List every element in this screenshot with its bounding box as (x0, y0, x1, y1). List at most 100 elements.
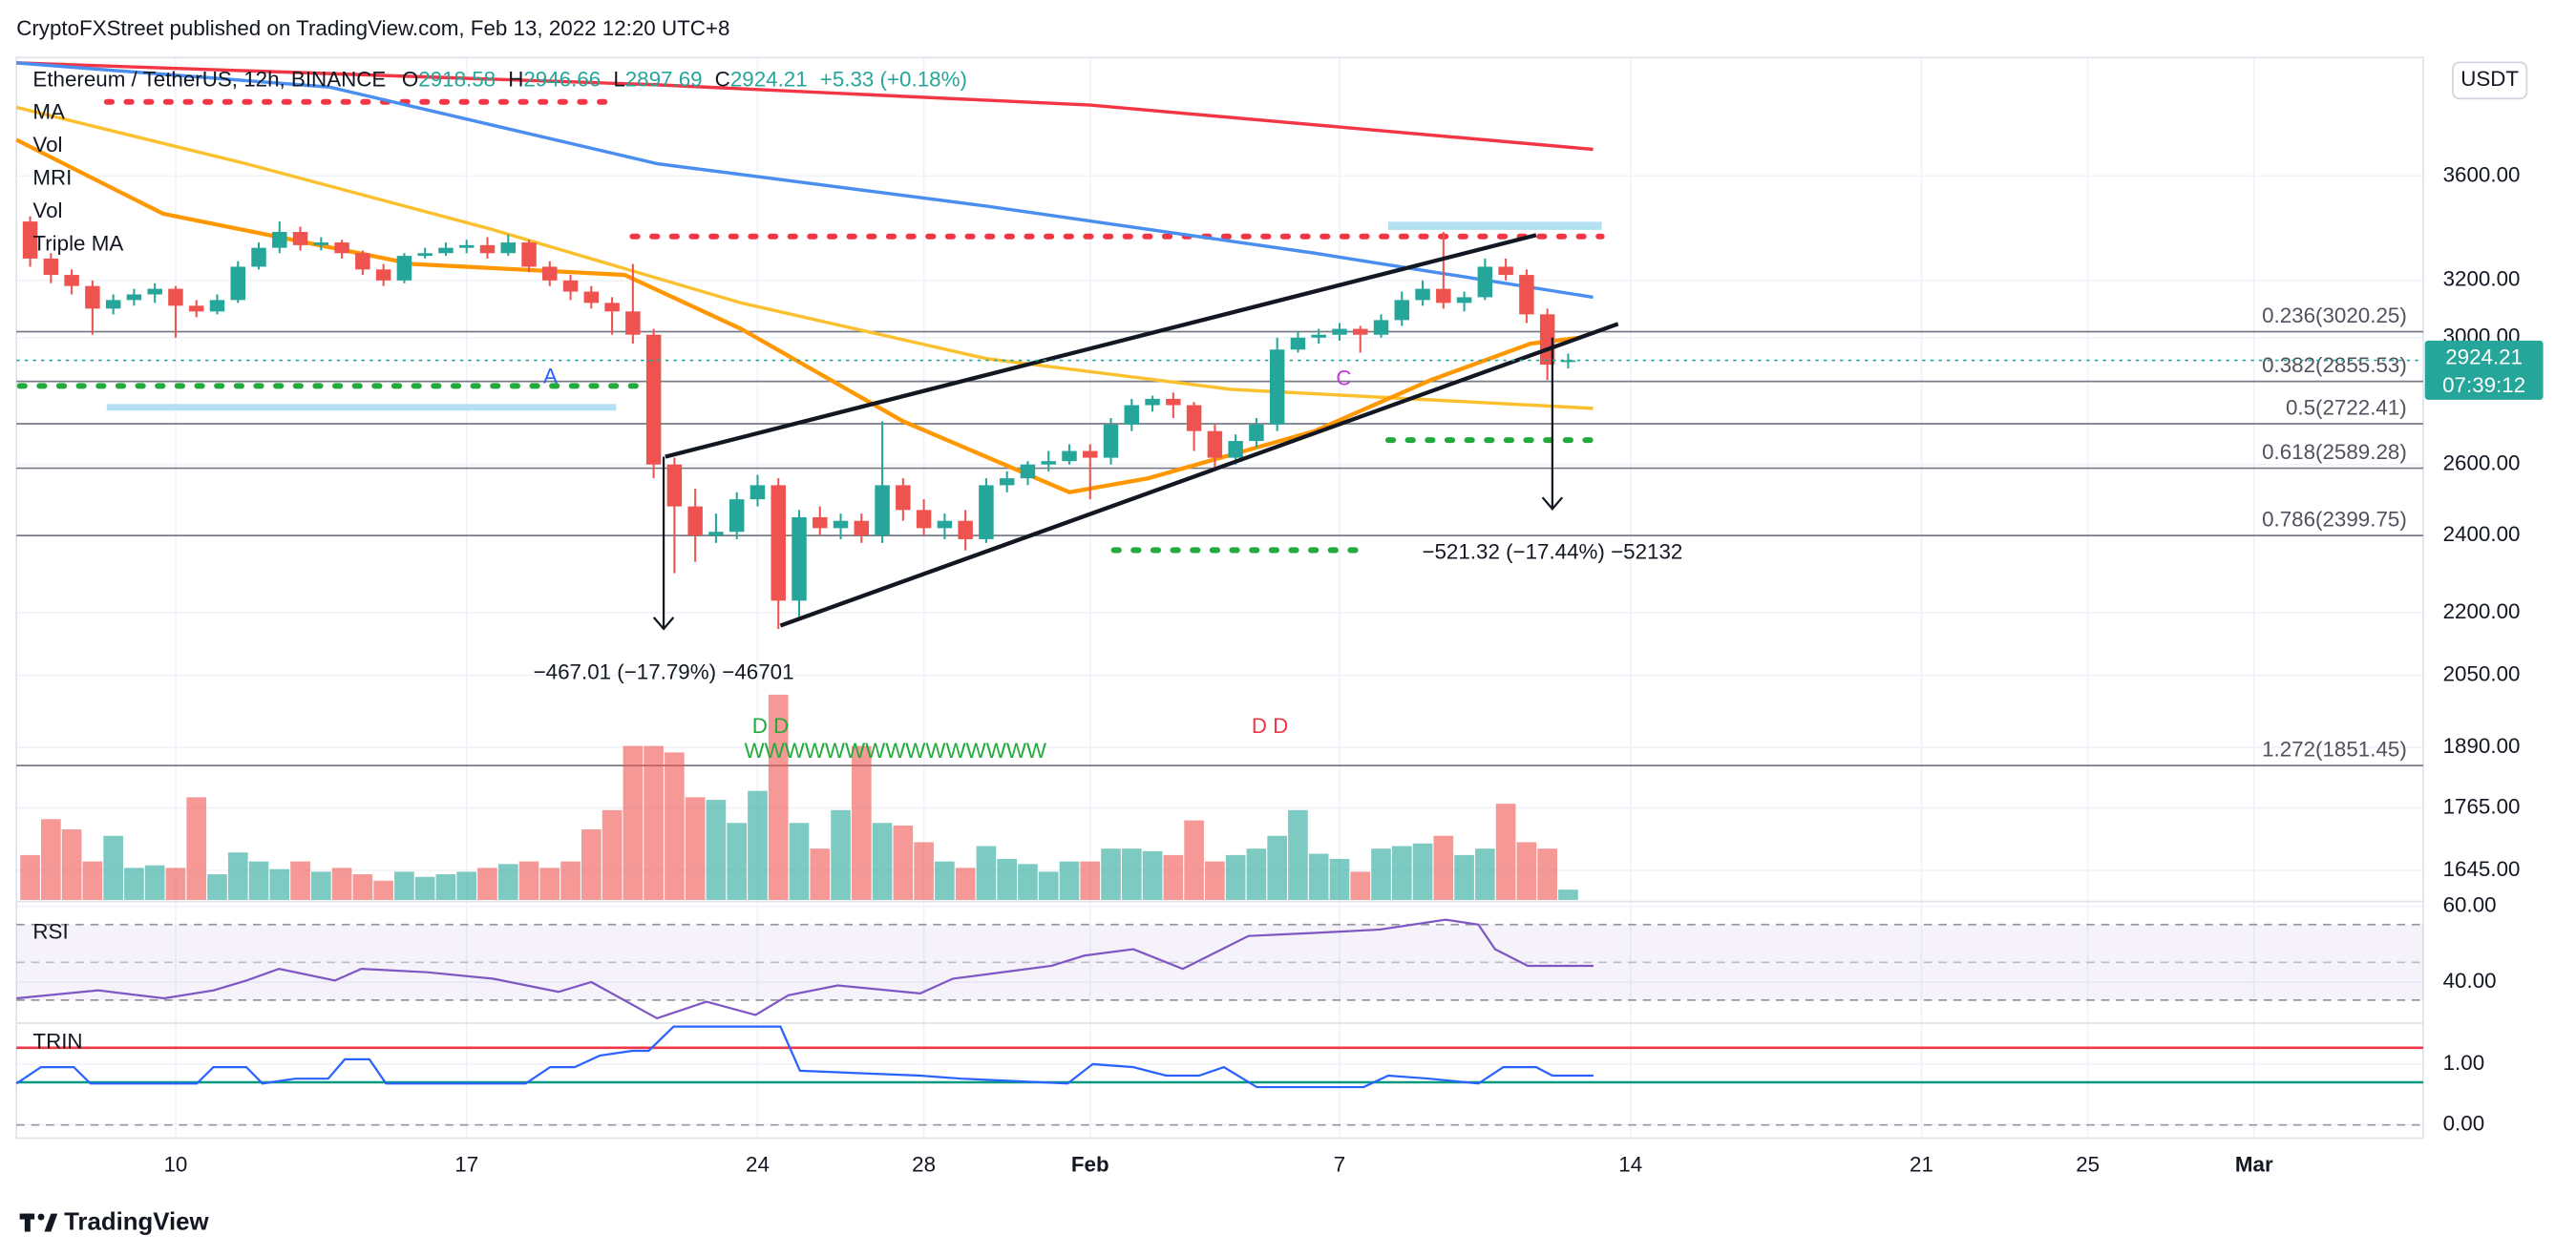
volume-bar (518, 861, 539, 900)
x-tick-label: Feb (1071, 1153, 1109, 1177)
volume-bar (435, 874, 456, 900)
volume-bar (581, 829, 602, 900)
volume-bar (207, 874, 227, 900)
brand-logo (19, 1213, 58, 1232)
candle-body (22, 221, 38, 259)
fib-label: 0.786(2399.75) (2262, 508, 2407, 532)
highlight-bar (106, 404, 617, 411)
volume-bar (1516, 842, 1537, 900)
indicator-name[interactable]: MRI (32, 165, 72, 189)
volume-bar (560, 861, 581, 900)
volume-bar (685, 797, 706, 900)
price-tag-countdown: 07:39:12 (2442, 373, 2525, 397)
y-tick-label: 2400.00 (2443, 522, 2521, 546)
fib-label: 0.618(2589.28) (2262, 440, 2407, 464)
y-tick-label: 2050.00 (2443, 661, 2521, 685)
candle-body (272, 232, 287, 248)
currency-label[interactable]: USDT (2460, 67, 2519, 91)
x-tick-label: 17 (454, 1153, 478, 1177)
candle-body (1394, 300, 1410, 321)
price-tag (2424, 340, 2544, 400)
volume-bar (893, 825, 914, 900)
candle-body (1020, 464, 1036, 479)
volume-bar (331, 868, 352, 900)
candle-body (1145, 398, 1160, 406)
trendline (665, 233, 1537, 459)
candle-body (209, 300, 225, 312)
candle-body (833, 520, 849, 529)
volume-bar (976, 846, 997, 900)
volume-bar (1101, 848, 1121, 900)
brand-name[interactable]: TradingView (64, 1209, 209, 1236)
ohlc-key: C (715, 67, 730, 91)
candle-body (438, 247, 454, 254)
candle-body (1332, 328, 1347, 335)
candle-body (375, 269, 391, 281)
indicator-name[interactable]: Triple MA (32, 231, 123, 255)
logo-shape (37, 1213, 45, 1221)
moving-average-line (15, 105, 1594, 410)
indicator-name[interactable]: MA (32, 100, 65, 124)
candle-body (958, 520, 973, 539)
volume-bar (1329, 858, 1350, 900)
candle-body (562, 280, 579, 292)
volume-bar (61, 829, 82, 900)
ohlc-key: O (402, 67, 418, 91)
indicator-name[interactable]: Vol (32, 133, 62, 157)
x-tick-label: 10 (164, 1153, 188, 1177)
candle-body (1103, 424, 1119, 458)
measure-label: −521.32 (−17.44%) −52132 (1422, 540, 1682, 564)
volume-bar (1205, 861, 1225, 900)
candle-body (1560, 360, 1576, 363)
signal-label: D D (1252, 714, 1289, 738)
indicator-name[interactable]: Vol (32, 199, 62, 222)
volume-bar (1121, 848, 1142, 900)
volume-bar (1412, 843, 1433, 900)
volume-bar (955, 868, 976, 900)
candle-body (604, 303, 620, 312)
candle-body (1041, 461, 1056, 465)
candle-body (458, 244, 475, 248)
volume-bar (789, 823, 810, 900)
candle-body (1290, 337, 1306, 350)
volume-bar (748, 790, 768, 900)
trin-tick-label: 1.00 (2443, 1051, 2485, 1075)
price-tag-value: 2924.21 (2445, 345, 2523, 369)
currency-box[interactable] (2452, 61, 2528, 100)
candle-body (251, 247, 266, 267)
volume-bar (1267, 835, 1287, 900)
fib-label: 0.382(2855.53) (2262, 353, 2407, 377)
candle-body (937, 520, 953, 529)
volume-bar (644, 745, 664, 900)
pane-label[interactable]: RSI (32, 919, 68, 943)
volume-bar (248, 861, 269, 900)
candle-body (1353, 328, 1368, 335)
pane-label[interactable]: TRIN (32, 1030, 82, 1054)
candle-body (1124, 405, 1140, 425)
y-tick-label: 3200.00 (2443, 267, 2521, 291)
candle-body (1228, 441, 1243, 458)
measure-arrowhead (1541, 496, 1564, 511)
volume-bar (477, 868, 497, 900)
y-tick-label: 2200.00 (2443, 599, 2521, 623)
y-tick-label: 3600.00 (2443, 162, 2521, 186)
ohlc-value: 2946.66 (523, 67, 601, 91)
candle-body (896, 485, 911, 511)
volume-bar (103, 835, 123, 900)
volume-bar (997, 858, 1018, 900)
x-tick-label: Mar (2235, 1153, 2273, 1177)
candle-body (583, 291, 600, 304)
candle-body (708, 532, 724, 536)
rsi-tick-label: 60.00 (2443, 893, 2497, 917)
candle-body (64, 275, 79, 286)
measure-arrowhead (652, 617, 675, 631)
volume-bar (665, 752, 685, 900)
signal-label: A (543, 365, 558, 388)
candle-body (813, 516, 828, 529)
candle-body (1436, 288, 1451, 304)
x-tick-label: 28 (912, 1153, 936, 1177)
volume-bar (20, 854, 40, 900)
candle-body (1207, 430, 1223, 458)
candle-body (1373, 320, 1389, 335)
candle-body (792, 516, 807, 601)
